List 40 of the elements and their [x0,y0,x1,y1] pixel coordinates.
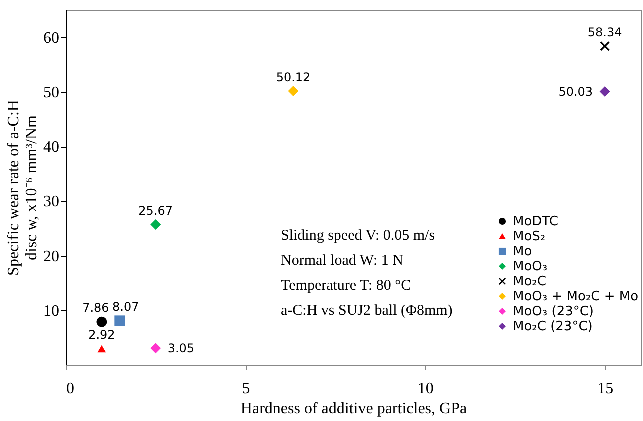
data-label: 3.05 [168,341,195,356]
data-label: 50.12 [276,70,311,84]
data-label: 50.03 [558,84,594,99]
x-tick-label: 5 [242,380,250,398]
data-label: 2.92 [88,328,116,342]
x-tick-label: 15 [598,380,614,398]
legend-label: Mo [513,244,532,260]
y-tick-label: 60 [44,30,60,47]
y-tick-label: 20 [44,248,60,266]
point [600,42,610,52]
legend-label: MoO₃ + Mo₂C + Mo [513,290,639,304]
annotation: Normal load W: 1 N [281,253,404,269]
x-tick-label: 10 [418,380,434,398]
annotation: a-C:H vs SUJ2 ball (Φ8mm) [281,303,453,319]
point [600,86,610,98]
point [114,316,126,326]
data-label: 58.34 [588,25,622,40]
annotation: Sliding speed V: 0.05 m/s [281,228,436,244]
legend-label: MoO₃ [513,260,548,274]
legend-label: MoDTC [513,214,558,230]
data-label: 7.86 [82,301,110,316]
y-tick-label: 30 [44,194,60,211]
x-tick-label: 0 [66,380,74,398]
point [98,345,106,353]
data-label: 8.07 [112,300,140,314]
y-tick-label: 10 [44,302,60,320]
y-tick-label: 50 [44,84,60,102]
legend-label: Mo₂C [513,274,546,290]
x-axis-title: Hardness of additive particles, GPa [240,400,468,418]
point [150,343,162,354]
point [96,316,108,328]
legend-label: MoS₂ [513,230,546,244]
annotation: Temperature T: 80 °C [281,278,412,294]
y-tick-label: 40 [44,139,60,156]
y-axis-title: Specific wear rate of a-C:H disc w, x10⁻⁶ mm³/Nm [6,100,40,276]
legend-label: MoO₃ (23°C) [513,304,594,320]
point [288,86,299,97]
point [150,220,162,230]
data-label: 25.67 [138,204,174,218]
legend-label: Mo₂C (23°C) [513,320,593,334]
